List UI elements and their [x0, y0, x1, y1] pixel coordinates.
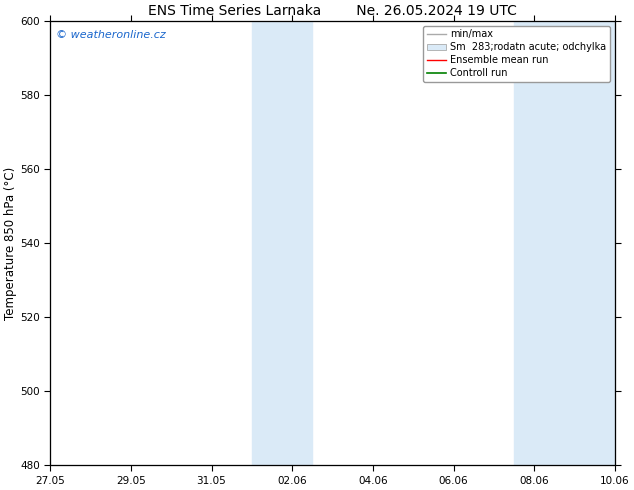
Y-axis label: Temperature 850 hPa (°C): Temperature 850 hPa (°C) [4, 167, 17, 319]
Text: © weatheronline.cz: © weatheronline.cz [56, 29, 165, 40]
Bar [252, 21, 313, 465]
Legend: min/max, Sm  283;rodatn acute; odchylka, Ensemble mean run, Controll run: min/max, Sm 283;rodatn acute; odchylka, … [423, 25, 610, 82]
Bar [514, 21, 615, 465]
Title: ENS Time Series Larnaka        Ne. 26.05.2024 19 UTC: ENS Time Series Larnaka Ne. 26.05.2024 1… [148, 4, 517, 18]
